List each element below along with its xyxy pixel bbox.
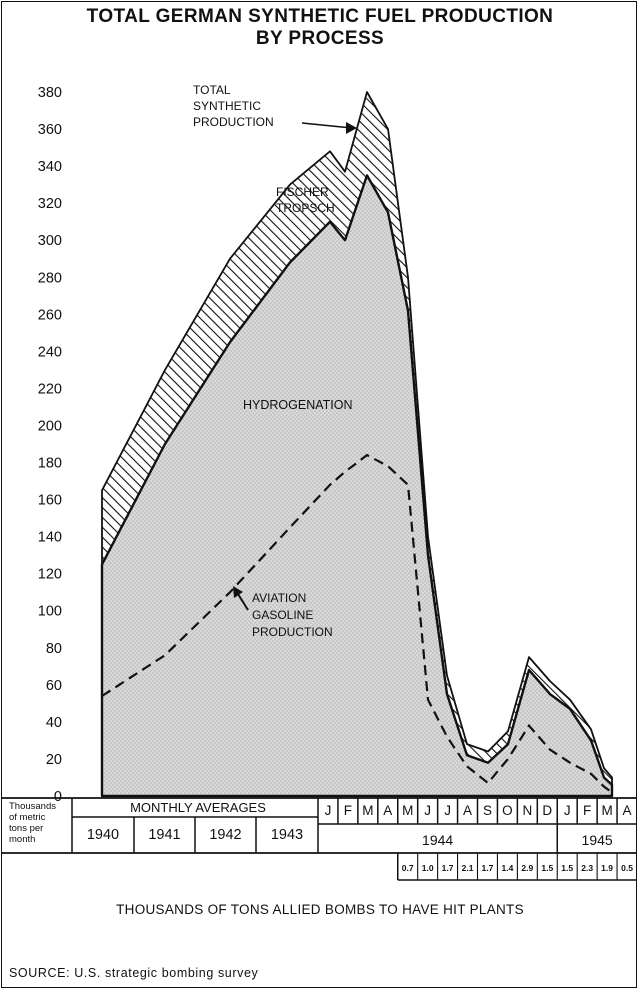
title-line-2: BY PROCESS (255, 28, 385, 49)
production-chart: 0 20 40 60 80 100 120 140 160 180 200 220 240 260 280 3… (2, 83, 637, 881)
y-tick-label: 240 (38, 344, 62, 360)
y-tick-label: 380 (38, 85, 62, 101)
monthly-averages-label: MONTHLY AVERAGES (130, 800, 266, 815)
y-unit-label: month (9, 834, 35, 845)
annotation-hydrogenation: HYDROGENATION (243, 398, 353, 412)
bomb-tonnage-value: 1.7 (442, 863, 454, 873)
y-tick-label: 160 (38, 493, 62, 509)
average-year-label: 1941 (148, 827, 180, 843)
average-year-label: 1940 (87, 827, 119, 843)
average-year-label: 1942 (209, 827, 241, 843)
month-label: A (463, 803, 472, 818)
bomb-tonnage-value: 1.5 (541, 863, 553, 873)
bomb-tonnage-value: 1.0 (422, 863, 434, 873)
bomb-tonnage-value: 0.7 (402, 863, 414, 873)
annotation-line: GASOLINE (252, 608, 313, 622)
year-1944-label: 1944 (422, 832, 453, 848)
annotation-line: FISCHER (276, 185, 329, 199)
bomb-tonnage-value: 0.5 (621, 863, 633, 873)
y-tick-label: 300 (38, 233, 62, 249)
y-axis-ticks: 0 20 40 60 80 100 120 140 160 180 200 220 240 260 280 3… (38, 85, 62, 805)
month-label: A (623, 803, 632, 818)
chart-title: TOTAL GERMAN SYNTHETIC FUEL PRODUCTION B… (0, 6, 640, 50)
y-tick-label: 360 (38, 122, 62, 138)
y-tick-label: 140 (38, 530, 62, 546)
annotation-line: SYNTHETIC (193, 99, 261, 113)
annotation-fischer-tropsch: FISCHER TROPSCH (276, 185, 335, 215)
annotation-line: TOTAL (193, 83, 231, 97)
title-line-1: TOTAL GERMAN SYNTHETIC FUEL PRODUCTION (86, 6, 554, 27)
month-label: D (542, 803, 552, 818)
y-tick-label: 200 (38, 418, 62, 434)
chart-annotations: TOTAL SYNTHETIC PRODUCTION FISCHER TROPSCH … (193, 83, 357, 639)
y-tick-label: 320 (38, 196, 62, 212)
month-label: A (383, 803, 392, 818)
y-tick-label: 260 (38, 307, 62, 323)
annotation-total-synthetic: TOTAL SYNTHETIC PRODUCTION (193, 83, 274, 129)
y-tick-label: 80 (46, 641, 62, 657)
month-label: N (522, 803, 532, 818)
source-note: SOURCE: U.S. strategic bombing survey (9, 966, 259, 980)
y-unit-label: of metric (9, 812, 46, 823)
bomb-tonnage-value: 1.4 (501, 863, 513, 873)
average-year-label: 1943 (271, 827, 303, 843)
y-unit-label: tons per (9, 823, 43, 834)
y-tick-label: 20 (46, 752, 62, 768)
annotation-line: HYDROGENATION (243, 398, 353, 412)
annotation-aviation-gasoline: AVIATION GASOLINE PRODUCTION (252, 591, 333, 639)
month-label: J (444, 803, 451, 818)
month-label: F (583, 803, 591, 818)
month-label: J (424, 803, 431, 818)
month-label: M (362, 803, 373, 818)
hydrogenation-area (100, 174, 614, 798)
y-tick-label: 100 (38, 604, 62, 620)
arrow-total-head (346, 122, 357, 134)
y-tick-label: 60 (46, 678, 62, 694)
bomb-tonnage-value: 1.7 (482, 863, 494, 873)
bomb-tonnage-value: 1.9 (601, 863, 613, 873)
month-label: F (344, 803, 352, 818)
month-label: J (564, 803, 571, 818)
bomb-tonnage-value: 2.3 (581, 863, 593, 873)
aviation-gasoline-line (101, 453, 613, 794)
bomb-tonnage-value: 2.9 (521, 863, 533, 873)
y-tick-label: 0 (54, 789, 62, 805)
y-tick-label: 120 (38, 567, 62, 583)
arrow-total-line (301, 122, 353, 129)
year-1945-label: 1945 (582, 832, 613, 848)
bombs-caption: THOUSANDS OF TONS ALLIED BOMBS TO HAVE H… (116, 902, 524, 917)
annotation-line: PRODUCTION (252, 625, 333, 639)
bomb-tonnage-value: 2.1 (462, 863, 474, 873)
y-tick-label: 340 (38, 159, 62, 175)
annotation-line: AVIATION (252, 591, 306, 605)
annotation-line: PRODUCTION (193, 115, 274, 129)
y-tick-label: 180 (38, 456, 62, 472)
month-label: M (402, 803, 413, 818)
month-label: O (502, 803, 513, 818)
annotation-line: TROPSCH (276, 201, 335, 215)
bomb-tonnage-value: 1.5 (561, 863, 573, 873)
y-unit-label: Thousands (9, 801, 56, 812)
arrow-aviation-head (233, 586, 243, 598)
month-label: J (325, 803, 332, 818)
month-label: M (601, 803, 612, 818)
month-label: S (483, 803, 492, 818)
y-tick-label: 220 (38, 381, 62, 397)
y-tick-label: 280 (38, 270, 62, 286)
arrow-aviation-line (237, 593, 249, 611)
y-tick-label: 40 (46, 715, 62, 731)
